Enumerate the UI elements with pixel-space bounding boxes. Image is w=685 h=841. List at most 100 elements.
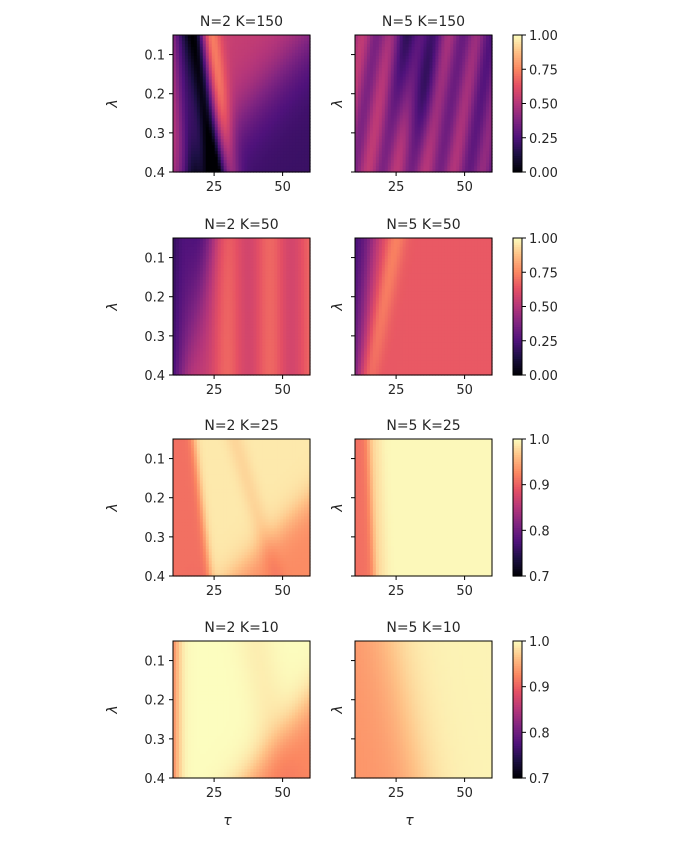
heatmap-cell <box>196 124 201 128</box>
heatmap-cell <box>283 37 287 42</box>
heatmap-cell <box>280 91 284 96</box>
heatmap-cell <box>262 35 266 39</box>
heatmap-cell <box>229 46 234 51</box>
heatmap-cell <box>289 43 293 48</box>
heatmap-cell <box>250 142 255 146</box>
heatmap-cell <box>190 35 195 39</box>
heatmap-cell <box>304 133 308 137</box>
heatmap-cell <box>304 130 308 134</box>
heatmap-cell <box>199 124 204 128</box>
heatmap-cell <box>181 136 186 140</box>
heatmap-cell <box>223 49 228 54</box>
heatmap-cell <box>187 103 192 108</box>
heatmap-cell <box>208 130 213 134</box>
heatmap-cell <box>187 58 192 63</box>
heatmap-cell <box>184 58 189 63</box>
heatmap-cell <box>232 49 237 54</box>
heatmap-cell <box>271 130 275 134</box>
heatmap-cell <box>181 52 186 57</box>
heatmap-cell <box>238 121 243 125</box>
heatmap-cell <box>187 82 192 87</box>
heatmap-cell <box>250 64 255 69</box>
heatmap-cell <box>173 103 177 108</box>
heatmap-cell <box>202 58 207 63</box>
heatmap-cell <box>295 91 299 96</box>
heatmap-cell <box>178 115 183 119</box>
heatmap-cell <box>241 121 246 125</box>
heatmap-cell <box>193 97 198 102</box>
heatmap-cell <box>241 43 246 48</box>
heatmap-cell <box>232 61 237 66</box>
heatmap-cell <box>211 127 216 131</box>
heatmap-cell <box>250 76 255 81</box>
heatmap-cell <box>259 100 263 105</box>
heatmap-cell <box>259 133 263 137</box>
heatmap-cell <box>241 76 246 81</box>
heatmap-cell <box>292 55 296 60</box>
heatmap-cell <box>235 100 240 105</box>
heatmap-cell <box>250 52 255 57</box>
heatmap-cell <box>217 61 222 66</box>
heatmap-cell <box>259 70 263 75</box>
panel-title: N=5 K=150 <box>382 14 465 30</box>
heatmap-cell <box>271 127 275 131</box>
heatmap-cell <box>271 91 275 96</box>
heatmap-cell <box>253 37 257 42</box>
heatmap-cell <box>247 142 252 146</box>
heatmap-cell <box>253 58 257 63</box>
heatmap-cell <box>190 118 195 122</box>
heatmap-cell <box>241 67 246 72</box>
heatmap-cell <box>262 115 266 119</box>
heatmap-cell <box>226 124 231 128</box>
heatmap-cell <box>220 136 225 140</box>
heatmap-cell <box>205 88 210 93</box>
heatmap-cell <box>196 67 201 72</box>
heatmap-cell <box>184 106 189 111</box>
heatmap-cell <box>244 43 249 48</box>
heatmap-cell <box>205 73 210 78</box>
heatmap-cell <box>223 76 228 81</box>
heatmap-cell <box>211 136 216 140</box>
heatmap-cell <box>211 79 216 84</box>
heatmap-cell <box>229 82 234 87</box>
heatmap-cell <box>247 40 252 45</box>
heatmap-cell <box>250 73 255 78</box>
heatmap-cell <box>250 46 255 51</box>
heatmap-cell <box>286 115 290 119</box>
heatmap-cell <box>238 79 243 84</box>
heatmap-cell <box>199 118 204 122</box>
heatmap-cell <box>277 37 281 42</box>
heatmap-cell <box>181 61 186 66</box>
heatmap-cell <box>178 79 183 84</box>
heatmap-cell <box>274 118 278 122</box>
heatmap-cell <box>205 40 210 45</box>
heatmap-cell <box>241 124 246 128</box>
heatmap-cell <box>187 139 192 143</box>
heatmap-cell <box>298 94 302 99</box>
heatmap-cell <box>208 58 213 63</box>
heatmap-cell <box>274 94 278 99</box>
heatmap-cell <box>190 46 195 51</box>
heatmap-cell <box>184 100 189 105</box>
heatmap-cell <box>307 112 311 117</box>
heatmap-cell <box>250 88 255 93</box>
heatmap-cell <box>173 97 177 102</box>
heatmap-cell <box>238 70 243 75</box>
heatmap-cell <box>214 73 219 78</box>
heatmap-cell <box>196 130 201 134</box>
heatmap-cell <box>295 118 299 122</box>
heatmap-cell <box>229 136 234 140</box>
heatmap-cell <box>292 124 296 128</box>
heatmap-cell <box>235 73 240 78</box>
heatmap-cell <box>274 97 278 102</box>
heatmap-cell <box>181 130 186 134</box>
heatmap-cell <box>202 46 207 51</box>
heatmap-cell <box>256 76 260 81</box>
heatmap-cell <box>265 121 269 125</box>
heatmap-cell <box>178 35 183 39</box>
heatmap-cell <box>241 130 246 134</box>
heatmap-cell <box>289 79 293 84</box>
heatmap-cell <box>292 127 296 131</box>
heatmap-cell <box>244 46 249 51</box>
heatmap-cell <box>178 118 183 122</box>
